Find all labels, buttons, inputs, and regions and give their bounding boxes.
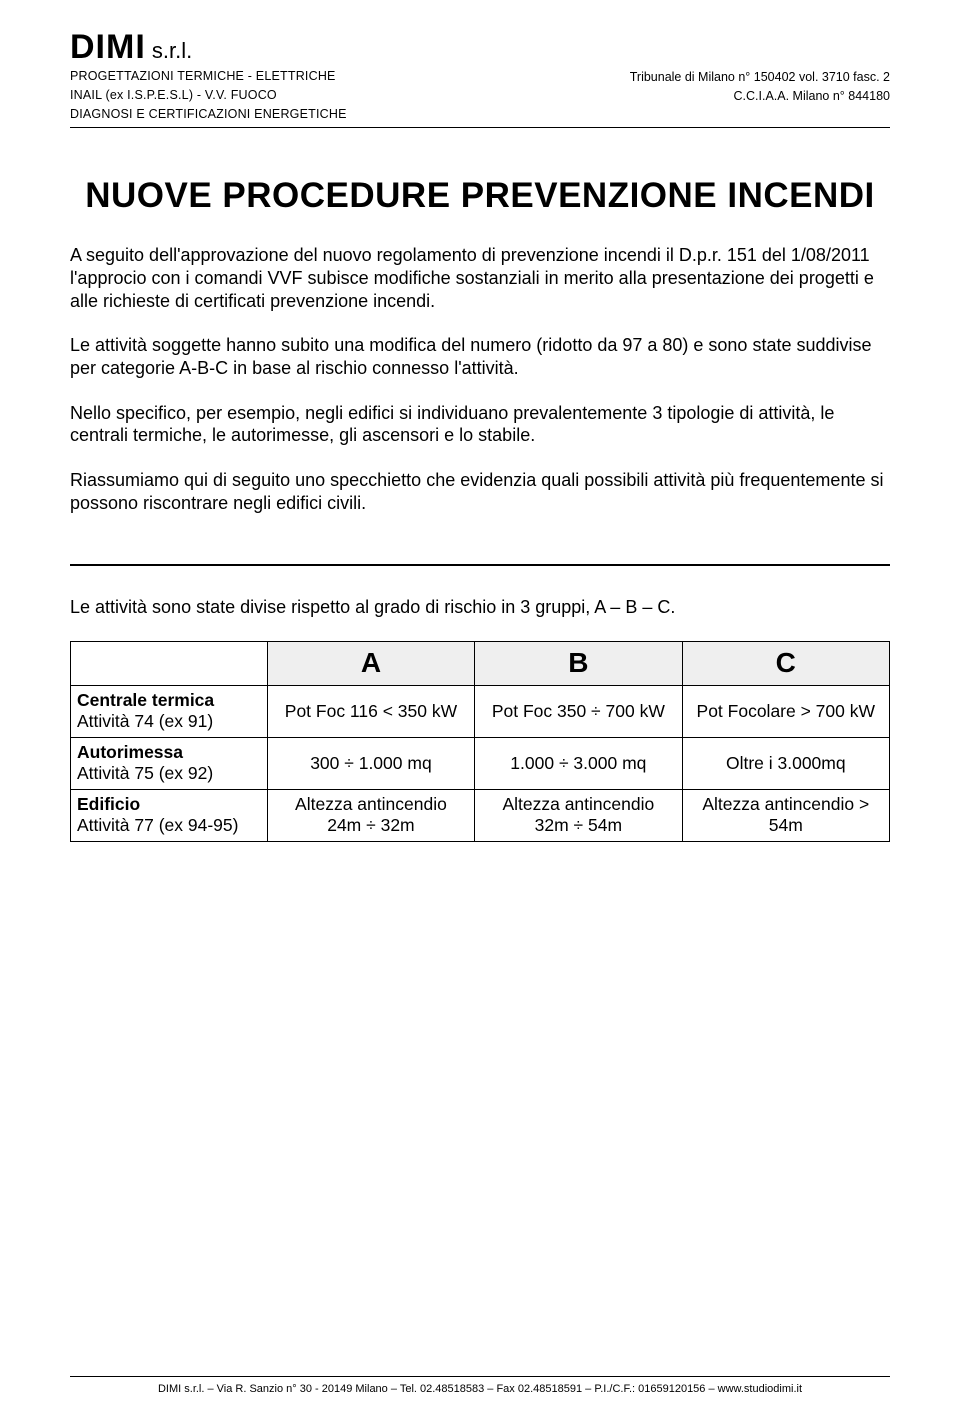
row-label-sub: Attività 75 (ex 92)	[77, 763, 259, 784]
company-name-main: DIMI	[70, 28, 146, 66]
table-header-a: A	[267, 641, 474, 685]
table-header-b: B	[475, 641, 682, 685]
header-left: DIMI s.r.l. PROGETTAZIONI TERMICHE - ELE…	[70, 28, 347, 123]
table-cell: Pot Foc 350 ÷ 700 kW	[475, 685, 682, 737]
table-row: Edificio Attività 77 (ex 94-95) Altezza …	[71, 789, 890, 841]
table-cell: 300 ÷ 1.000 mq	[267, 737, 474, 789]
header-right-line: C.C.I.A.A. Milano n° 844180	[630, 87, 890, 106]
section-intro: Le attività sono state divise rispetto a…	[70, 596, 890, 619]
row-label-sub: Attività 74 (ex 91)	[77, 711, 259, 732]
table-cell: Altezza antincendio 24m ÷ 32m	[267, 789, 474, 841]
page-title: NUOVE PROCEDURE PREVENZIONE INCENDI	[70, 176, 890, 216]
table-cell: Pot Foc 116 < 350 kW	[267, 685, 474, 737]
header-left-line: PROGETTAZIONI TERMICHE - ELETTRICHE	[70, 67, 347, 86]
page-header: DIMI s.r.l. PROGETTAZIONI TERMICHE - ELE…	[70, 28, 890, 123]
table-header-row: A B C	[71, 641, 890, 685]
risk-table: A B C Centrale termica Attività 74 (ex 9…	[70, 641, 890, 842]
header-right-line: Tribunale di Milano n° 150402 vol. 3710 …	[630, 68, 890, 87]
page-footer: DIMI s.r.l. – Via R. Sanzio n° 30 - 2014…	[0, 1376, 960, 1395]
table-header-c: C	[682, 641, 889, 685]
paragraph: Nello specifico, per esempio, negli edif…	[70, 402, 890, 447]
row-label-main: Edificio	[77, 794, 259, 815]
table-cell: Oltre i 3.000mq	[682, 737, 889, 789]
row-label-main: Autorimessa	[77, 742, 259, 763]
table-row: Centrale termica Attività 74 (ex 91) Pot…	[71, 685, 890, 737]
paragraph: Le attività soggette hanno subito una mo…	[70, 334, 890, 379]
row-label: Edificio Attività 77 (ex 94-95)	[71, 789, 268, 841]
row-label-sub: Attività 77 (ex 94-95)	[77, 815, 259, 836]
table-header-blank	[71, 641, 268, 685]
table-row: Autorimessa Attività 75 (ex 92) 300 ÷ 1.…	[71, 737, 890, 789]
header-rule	[70, 127, 890, 128]
row-label-main: Centrale termica	[77, 690, 259, 711]
section-divider	[70, 564, 890, 566]
table-cell: Altezza antincendio 32m ÷ 54m	[475, 789, 682, 841]
header-left-lines: PROGETTAZIONI TERMICHE - ELETTRICHE INAI…	[70, 67, 347, 123]
table-cell: Altezza antincendio > 54m	[682, 789, 889, 841]
paragraph: Riassumiamo qui di seguito uno specchiet…	[70, 469, 890, 514]
paragraph: A seguito dell'approvazione del nuovo re…	[70, 244, 890, 312]
row-label: Autorimessa Attività 75 (ex 92)	[71, 737, 268, 789]
footer-rule	[70, 1376, 890, 1377]
header-left-line: DIAGNOSI E CERTIFICAZIONI ENERGETICHE	[70, 105, 347, 124]
company-name-suffix: s.r.l.	[146, 38, 192, 63]
table-cell: 1.000 ÷ 3.000 mq	[475, 737, 682, 789]
footer-text: DIMI s.r.l. – Via R. Sanzio n° 30 - 2014…	[0, 1383, 960, 1395]
company-name: DIMI s.r.l.	[70, 28, 347, 67]
header-left-line: INAIL (ex I.S.P.E.S.L) - V.V. FUOCO	[70, 86, 347, 105]
row-label: Centrale termica Attività 74 (ex 91)	[71, 685, 268, 737]
header-right: Tribunale di Milano n° 150402 vol. 3710 …	[630, 68, 890, 124]
table-cell: Pot Focolare > 700 kW	[682, 685, 889, 737]
